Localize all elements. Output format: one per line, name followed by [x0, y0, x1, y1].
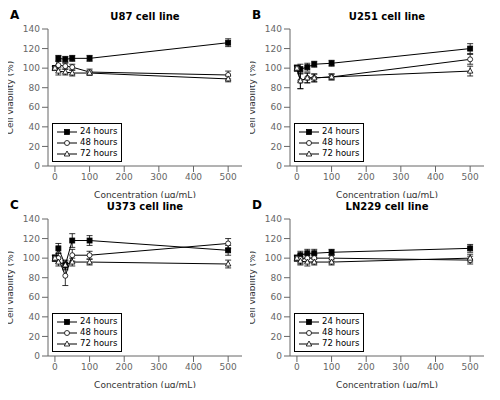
- svg-text:300: 300: [150, 172, 167, 182]
- svg-text:40: 40: [29, 122, 41, 132]
- html-text:48 hours: 48 hours: [322, 327, 360, 337]
- svg-text:120: 120: [265, 44, 282, 54]
- svg-text:100: 100: [23, 63, 40, 73]
- html-text:72 hours: 72 hours: [322, 148, 360, 158]
- html-text:A: A: [10, 8, 20, 22]
- html-text:24 hours: 24 hours: [322, 126, 360, 136]
- svg-text:40: 40: [29, 312, 41, 322]
- svg-text:Cell viability (%): Cell viability (%): [8, 251, 15, 325]
- svg-text:0: 0: [294, 172, 300, 182]
- svg-text:140: 140: [23, 214, 40, 224]
- svg-text:Concentration (µg/mL): Concentration (µg/mL): [336, 190, 438, 198]
- svg-text:140: 140: [265, 24, 282, 34]
- svg-text:60: 60: [271, 102, 283, 112]
- html-text:72 hours: 72 hours: [80, 148, 118, 158]
- svg-text:80: 80: [29, 273, 41, 283]
- svg-text:400: 400: [185, 362, 202, 372]
- svg-text:Concentration (µg/mL): Concentration (µg/mL): [336, 380, 438, 388]
- svg-text:100: 100: [323, 362, 340, 372]
- svg-text:0: 0: [34, 351, 40, 361]
- svg-text:Cell viability (%): Cell viability (%): [250, 61, 257, 135]
- svg-text:20: 20: [29, 332, 41, 342]
- svg-text:200: 200: [358, 172, 375, 182]
- svg-text:500: 500: [220, 172, 237, 182]
- svg-text:60: 60: [29, 292, 41, 302]
- svg-text:100: 100: [23, 253, 40, 263]
- svg-text:80: 80: [29, 83, 41, 93]
- html-text:72 hours: 72 hours: [322, 338, 360, 348]
- svg-text:400: 400: [427, 362, 444, 372]
- svg-text:0: 0: [276, 351, 282, 361]
- svg-text:80: 80: [271, 83, 283, 93]
- svg-text:200: 200: [116, 362, 133, 372]
- html-text:LN229 cell line: LN229 cell line: [345, 201, 429, 212]
- html-text:48 hours: 48 hours: [80, 327, 118, 337]
- svg-text:100: 100: [265, 253, 282, 263]
- svg-text:60: 60: [271, 292, 283, 302]
- html-text:72 hours: 72 hours: [80, 338, 118, 348]
- svg-text:100: 100: [323, 172, 340, 182]
- svg-text:60: 60: [29, 102, 41, 112]
- svg-text:500: 500: [220, 362, 237, 372]
- svg-text:100: 100: [81, 362, 98, 372]
- svg-text:Concentration (µg/mL): Concentration (µg/mL): [94, 190, 196, 198]
- svg-text:120: 120: [265, 234, 282, 244]
- html-text:U373 cell line: U373 cell line: [106, 201, 184, 212]
- svg-text:140: 140: [23, 24, 40, 34]
- html-text:D: D: [252, 198, 262, 212]
- svg-text:0: 0: [52, 172, 58, 182]
- html-text:B: B: [252, 8, 262, 22]
- svg-text:300: 300: [150, 362, 167, 372]
- svg-text:20: 20: [271, 142, 283, 152]
- svg-text:80: 80: [271, 273, 283, 283]
- svg-text:40: 40: [271, 122, 283, 132]
- html-text:U251 cell line: U251 cell line: [348, 11, 426, 22]
- svg-text:500: 500: [462, 172, 479, 182]
- html-text:24 hours: 24 hours: [80, 126, 118, 136]
- svg-text:Cell viability (%): Cell viability (%): [250, 251, 257, 325]
- html-text:U87 cell line: U87 cell line: [110, 11, 180, 22]
- svg-text:140: 140: [265, 214, 282, 224]
- svg-text:100: 100: [81, 172, 98, 182]
- svg-text:200: 200: [358, 362, 375, 372]
- svg-text:40: 40: [271, 312, 283, 322]
- svg-text:300: 300: [392, 172, 409, 182]
- svg-text:0: 0: [276, 161, 282, 171]
- svg-text:0: 0: [34, 161, 40, 171]
- svg-text:0: 0: [52, 362, 58, 372]
- html-text:48 hours: 48 hours: [80, 137, 118, 147]
- svg-text:0: 0: [294, 362, 300, 372]
- svg-text:200: 200: [116, 172, 133, 182]
- svg-text:500: 500: [462, 362, 479, 372]
- html-text:C: C: [10, 198, 19, 212]
- svg-text:20: 20: [271, 332, 283, 342]
- svg-text:120: 120: [23, 234, 40, 244]
- svg-text:20: 20: [29, 142, 41, 152]
- html-text:48 hours: 48 hours: [322, 137, 360, 147]
- html-text:24 hours: 24 hours: [322, 316, 360, 326]
- svg-text:120: 120: [23, 44, 40, 54]
- svg-text:Cell viability (%): Cell viability (%): [8, 61, 15, 135]
- svg-text:100: 100: [265, 63, 282, 73]
- html-text:24 hours: 24 hours: [80, 316, 118, 326]
- svg-text:300: 300: [392, 362, 409, 372]
- svg-text:Concentration (µg/mL): Concentration (µg/mL): [94, 380, 196, 388]
- svg-text:400: 400: [185, 172, 202, 182]
- svg-text:400: 400: [427, 172, 444, 182]
